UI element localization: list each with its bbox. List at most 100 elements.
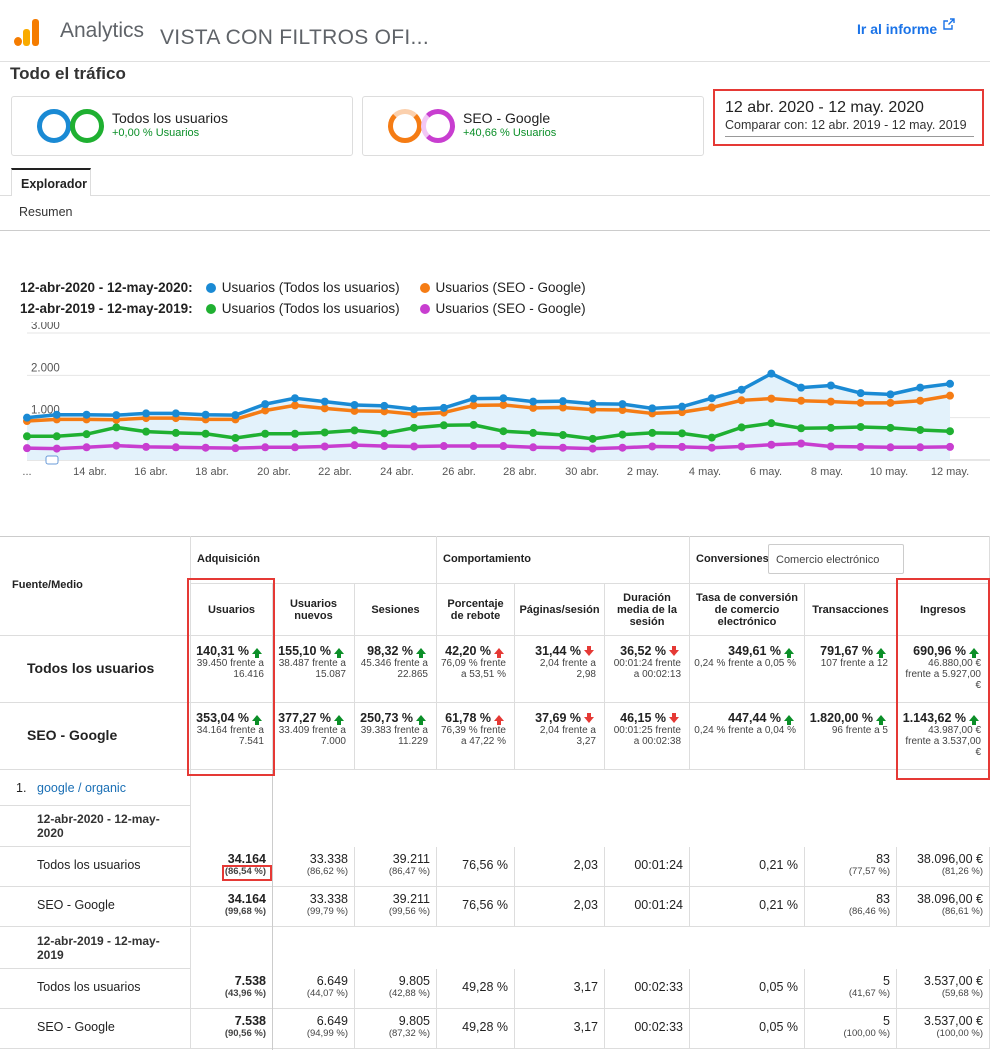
data-point: [826, 442, 835, 451]
column-header-new_users[interactable]: Usuarios nuevos: [273, 584, 355, 636]
change-pct: 42,20 %: [445, 644, 504, 658]
data-point: [112, 423, 121, 432]
column-header-transactions[interactable]: Transacciones: [805, 584, 897, 636]
detail-cell: 76,56 %: [437, 847, 515, 887]
column-header-users[interactable]: Usuarios: [191, 584, 273, 636]
data-point: [52, 410, 61, 419]
data-point: [320, 428, 329, 437]
arrow-up-icon: [334, 715, 344, 725]
data-point: [558, 397, 567, 406]
data-point: [886, 443, 895, 452]
detail-cell: 7.538 (90,56 %): [191, 1009, 273, 1049]
data-point: [439, 421, 448, 430]
summary-row-label: Todos los usuarios: [0, 636, 191, 703]
metric-value: 9.805 (42,88 %): [388, 974, 430, 999]
arrow-down-icon: [669, 713, 679, 723]
detail-cell: 0,05 %: [690, 1009, 805, 1049]
conversion-type-select[interactable]: Comercio electrónico: [768, 544, 904, 574]
header-group-behavior: Comportamiento: [437, 536, 690, 584]
data-point: [290, 429, 299, 438]
column-header-bounce[interactable]: Porcentaje de rebote: [437, 584, 515, 636]
data-point: [320, 397, 329, 406]
data-point: [23, 432, 31, 441]
metric-value: 33.338 (99,79 %): [306, 892, 348, 917]
metric-value: 5 (41,67 %): [848, 974, 890, 999]
metric-value: 3,17: [573, 1020, 598, 1034]
summary-cell: 690,96 % 46.880,00 € frente a 5.927,00 €: [897, 636, 990, 703]
x-tick-label: 28 abr.: [503, 466, 537, 478]
metric-value: 2,03: [573, 898, 598, 912]
source-medium-link[interactable]: google / organic: [37, 781, 126, 795]
segment-card-all-users[interactable]: Todos los usuarios +0,00 % Usuarios: [11, 96, 353, 156]
summary-cell: 31,44 % 2,04 frente a 2,98: [515, 636, 605, 703]
external-link-icon[interactable]: [943, 18, 955, 30]
data-point: [737, 423, 746, 432]
detail-cell: 0,21 %: [690, 847, 805, 887]
column-header-sessions[interactable]: Sesiones: [355, 584, 437, 636]
detail-cell: 00:02:33: [605, 1009, 690, 1049]
legend-row-2020: 12-abr-2020 - 12-may-2020: Usuarios (Tod…: [20, 280, 586, 295]
data-point: [380, 407, 389, 416]
data-point: [648, 442, 657, 451]
data-point: [916, 396, 925, 405]
legend-item[interactable]: Usuarios (Todos los usuarios): [200, 280, 410, 295]
segment-pct: +0,00 % Usuarios: [112, 127, 200, 139]
x-tick-label: 2 may.: [627, 466, 659, 478]
subtab-summary[interactable]: Resumen: [19, 205, 73, 219]
legend-item[interactable]: Usuarios (SEO - Google): [414, 301, 586, 316]
data-point: [290, 443, 299, 452]
date-range-picker[interactable]: 12 abr. 2020 - 12 may. 2020 Comparar con…: [713, 89, 984, 146]
data-point: [797, 439, 806, 448]
metric-value: 00:02:33: [634, 1020, 683, 1034]
change-pct: 377,27 %: [278, 711, 344, 725]
data-point: [737, 442, 746, 451]
data-point: [171, 428, 180, 437]
change-pct: 353,04 %: [196, 711, 262, 725]
metric-value: 5 (100,00 %): [843, 1014, 890, 1039]
detail-row-label: Todos los usuarios: [0, 847, 191, 887]
arrow-up-icon: [416, 715, 426, 725]
summary-row-label: SEO - Google: [0, 703, 191, 770]
data-point: [171, 443, 180, 452]
x-tick-label: 26 abr.: [442, 466, 476, 478]
legend-item[interactable]: Usuarios (SEO - Google): [414, 280, 586, 295]
summary-cell: 447,44 % 0,24 % frente a 0,04 %: [690, 703, 805, 770]
metric-value: 38.096,00 € (81,26 %): [916, 852, 983, 877]
segment-card-seo-google[interactable]: SEO - Google +40,66 % Usuarios: [362, 96, 704, 156]
source-row[interactable]: 1. google / organic: [0, 770, 191, 806]
arrow-up-icon: [876, 648, 886, 658]
report-link[interactable]: Ir al informe: [857, 21, 938, 37]
detail-cell: 39.211 (86,47 %): [355, 847, 437, 887]
detail-cell: 2,03: [515, 887, 605, 927]
segment-label: Todos los usuarios: [37, 980, 141, 994]
data-point: [648, 428, 657, 437]
data-point: [946, 442, 954, 451]
column-header-conv_rate[interactable]: Tasa de conversión de comercio electróni…: [690, 584, 805, 636]
data-point: [201, 443, 210, 452]
data-point: [52, 444, 61, 453]
detail-cell: 49,28 %: [437, 1009, 515, 1049]
metric-value: 0,05 %: [759, 1020, 798, 1034]
column-header-duration[interactable]: Duración media de la sesión: [605, 584, 690, 636]
legend-item[interactable]: Usuarios (Todos los usuarios): [200, 301, 410, 316]
metric-value: 49,28 %: [462, 980, 508, 994]
metric-value: 76,56 %: [462, 858, 508, 872]
arrow-down-icon: [669, 646, 679, 656]
tab-explorer[interactable]: Explorador: [11, 168, 91, 196]
data-point: [946, 427, 954, 436]
comparison-text: 96 frente a 5: [831, 725, 888, 736]
column-header-pages[interactable]: Páginas/sesión: [515, 584, 605, 636]
period-row: 12-abr-2020 - 12-may-2020: [0, 806, 191, 847]
x-tick-label: 22 abr.: [318, 466, 352, 478]
segment-label: Todos los usuarios: [37, 858, 141, 872]
detail-row-label: SEO - Google: [0, 887, 191, 927]
detail-cell: 3,17: [515, 1009, 605, 1049]
x-tick-label: 18 abr.: [195, 466, 229, 478]
arrow-up-icon: [252, 715, 262, 725]
data-point: [112, 441, 121, 450]
view-selector[interactable]: VISTA CON FILTROS OFI...: [160, 26, 429, 49]
segment-ring-icon: [37, 109, 71, 143]
metric-value: 00:01:24: [634, 858, 683, 872]
comparison-text: 00:01:24 frente a 00:02:13: [613, 658, 681, 680]
